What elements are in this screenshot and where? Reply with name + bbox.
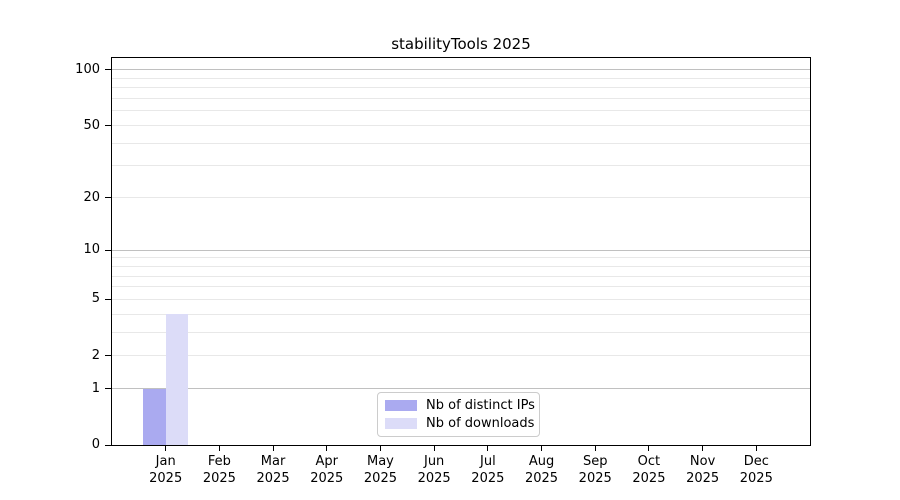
bar-downloads-jan [165, 314, 189, 445]
x-tick-aug [541, 445, 543, 451]
x-tick-label-dec: Dec 2025 [739, 454, 773, 486]
y-tick-5 [105, 298, 111, 300]
y-tick-label-10: 10 [83, 242, 100, 258]
minor-gridline-30 [112, 165, 810, 167]
y-tick-20 [105, 197, 111, 199]
y-tick-label-100: 100 [75, 61, 100, 77]
major-gridline-100 [112, 69, 810, 71]
x-tick-nov [702, 445, 704, 451]
minor-gridline-2 [112, 355, 810, 357]
y-tick-label-50: 50 [83, 117, 100, 133]
x-tick-label-jun: Jun 2025 [417, 454, 451, 486]
y-tick-50 [105, 125, 111, 126]
y-tick-10 [105, 249, 111, 251]
x-tick-label-jul: Jul 2025 [471, 454, 505, 486]
y-tick-0 [105, 444, 111, 446]
plot-area: Nb of distinct IPs Nb of downloads 0 1 2 5 1… [75, 57, 811, 486]
y-tick-1 [105, 388, 111, 390]
minor-gridline-50 [112, 125, 810, 126]
minor-gridline-60 [112, 110, 810, 112]
x-tick-label-jan: Jan 2025 [149, 454, 183, 486]
legend: Nb of distinct IPs Nb of downloads [377, 392, 540, 437]
x-tick-jun [433, 445, 435, 451]
bar-distinct-ips-jan [143, 388, 166, 445]
legend-swatch-downloads [385, 418, 417, 429]
x-tick-label-feb: Feb 2025 [202, 454, 236, 486]
minor-gridline-7 [112, 275, 810, 277]
x-tick-label-nov: Nov 2025 [686, 454, 720, 486]
minor-gridline-20 [112, 197, 810, 199]
minor-gridline-9 [112, 257, 810, 259]
minor-gridline-40 [112, 142, 810, 144]
x-tick-apr [326, 445, 328, 451]
minor-gridline-5 [112, 298, 810, 300]
legend-label-downloads: Nb of downloads [426, 416, 535, 431]
y-tick-label-2: 2 [91, 347, 100, 363]
y-tick-2 [105, 355, 111, 357]
minor-gridline-90 [112, 77, 810, 79]
minor-gridline-70 [112, 98, 810, 100]
minor-gridline-4 [112, 313, 810, 315]
x-tick-sep [594, 445, 596, 451]
x-tick-mar [272, 445, 274, 451]
x-tick-label-aug: Aug 2025 [524, 454, 559, 486]
x-tick-label-apr: Apr 2025 [310, 454, 344, 486]
major-gridline-1 [112, 388, 810, 390]
chart-title: stabilityTools 2025 [391, 35, 531, 53]
x-tick-feb [218, 445, 220, 451]
x-tick-label-oct: Oct 2025 [632, 454, 666, 486]
legend-label-distinct-ips: Nb of distinct IPs [426, 398, 535, 413]
minor-gridline-80 [112, 87, 810, 89]
y-tick-label-1: 1 [91, 380, 100, 396]
minor-gridline-8 [112, 265, 810, 267]
major-gridline-10 [112, 249, 810, 251]
x-tick-jul [487, 445, 489, 451]
y-tick-label-20: 20 [83, 189, 100, 205]
minor-gridline-6 [112, 286, 810, 288]
x-tick-jan [165, 445, 167, 451]
legend-entry-downloads: Nb of downloads [385, 416, 535, 431]
x-tick-label-mar: Mar 2025 [256, 454, 290, 486]
minor-gridline-3 [112, 331, 810, 333]
legend-entry-distinct-ips: Nb of distinct IPs [385, 398, 535, 413]
x-tick-label-may: May 2025 [363, 454, 397, 486]
x-tick-may [379, 445, 381, 451]
y-tick-label-5: 5 [91, 291, 100, 307]
y-tick-label-0: 0 [91, 437, 100, 452]
x-tick-label-sep: Sep 2025 [578, 454, 612, 486]
x-tick-oct [648, 445, 650, 451]
legend-swatch-distinct-ips [385, 400, 417, 411]
x-tick-dec [755, 445, 757, 451]
y-tick-100 [105, 69, 111, 71]
